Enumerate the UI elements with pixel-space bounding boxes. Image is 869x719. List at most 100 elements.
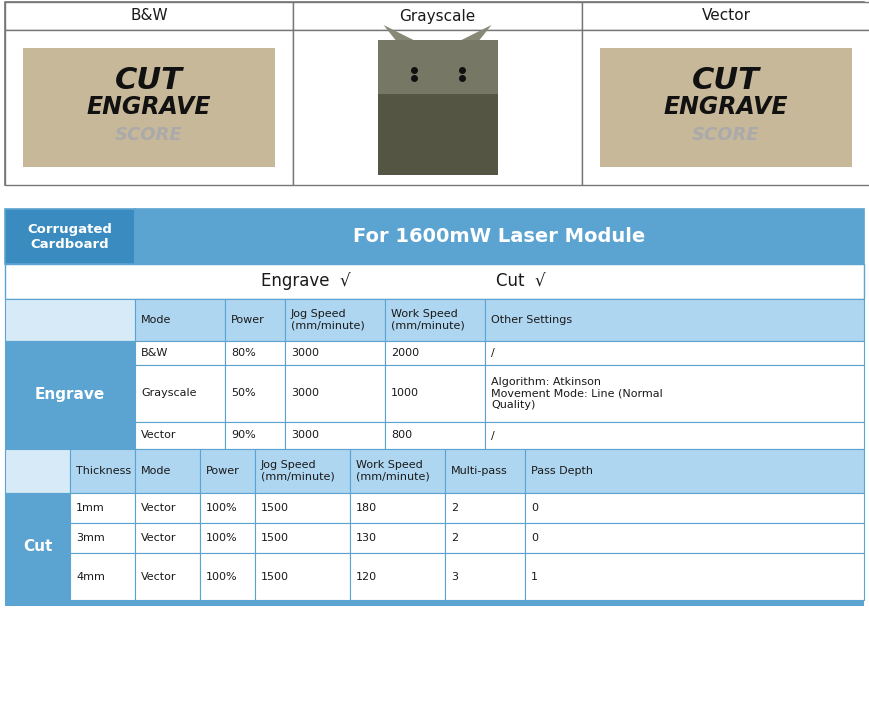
Text: 2000: 2000 <box>391 348 419 358</box>
Bar <box>293 2 582 30</box>
Text: Power: Power <box>206 466 240 476</box>
Bar <box>5 449 70 493</box>
Bar <box>225 365 285 422</box>
Bar <box>582 2 869 30</box>
Bar <box>200 449 255 493</box>
Text: B&W: B&W <box>130 9 168 24</box>
Text: ENGRAVE: ENGRAVE <box>87 96 211 119</box>
Bar <box>225 341 285 365</box>
Text: 1mm: 1mm <box>76 503 105 513</box>
Text: 3mm: 3mm <box>76 533 105 543</box>
Text: B&W: B&W <box>141 348 169 358</box>
Text: Multi-pass: Multi-pass <box>451 466 507 476</box>
Bar <box>255 523 350 553</box>
Bar <box>5 341 135 449</box>
Bar <box>200 493 255 523</box>
Text: 4mm: 4mm <box>76 572 105 582</box>
Text: 800: 800 <box>391 431 412 441</box>
Text: Grayscale: Grayscale <box>400 9 475 24</box>
Bar <box>255 493 350 523</box>
Bar <box>5 264 864 299</box>
Text: Cut  √: Cut √ <box>495 273 545 290</box>
Text: 180: 180 <box>356 503 377 513</box>
Text: Vector: Vector <box>141 431 176 441</box>
Bar <box>70 493 135 523</box>
Text: 0: 0 <box>531 533 538 543</box>
Bar <box>5 30 293 185</box>
Text: /: / <box>491 348 494 358</box>
Text: Mode: Mode <box>141 315 171 325</box>
Text: 2: 2 <box>451 533 458 543</box>
Bar <box>445 553 525 600</box>
Bar <box>485 341 864 365</box>
Bar <box>5 493 70 600</box>
Text: 3: 3 <box>451 572 458 582</box>
Text: Grayscale: Grayscale <box>141 388 196 398</box>
Text: CUT: CUT <box>115 65 183 95</box>
Bar <box>377 94 497 175</box>
Bar <box>525 449 864 493</box>
Text: Work Speed
(mm/minute): Work Speed (mm/minute) <box>356 460 430 482</box>
Text: Jog Speed
(mm/minute): Jog Speed (mm/minute) <box>261 460 335 482</box>
Bar <box>385 422 485 449</box>
Bar <box>350 553 445 600</box>
Bar <box>135 422 225 449</box>
Bar <box>293 30 582 185</box>
Text: 1500: 1500 <box>261 503 289 513</box>
Bar <box>285 422 385 449</box>
Text: SCORE: SCORE <box>693 126 760 144</box>
Text: For 1600mW Laser Module: For 1600mW Laser Module <box>354 227 646 246</box>
Bar <box>200 523 255 553</box>
Text: 1: 1 <box>531 572 538 582</box>
Text: 3000: 3000 <box>291 348 319 358</box>
Bar <box>135 553 200 600</box>
Text: Vector: Vector <box>141 503 176 513</box>
Bar <box>70 553 135 600</box>
Bar <box>385 299 485 341</box>
Text: Vector: Vector <box>141 533 176 543</box>
Bar <box>135 523 200 553</box>
Text: 100%: 100% <box>206 572 237 582</box>
Text: Engrave  √: Engrave √ <box>261 273 350 290</box>
Text: 1500: 1500 <box>261 533 289 543</box>
Bar <box>385 341 485 365</box>
Text: 130: 130 <box>356 533 377 543</box>
Text: Mode: Mode <box>141 466 171 476</box>
Bar <box>135 341 225 365</box>
Text: Power: Power <box>231 315 265 325</box>
Bar <box>350 449 445 493</box>
Bar <box>285 341 385 365</box>
Bar <box>582 30 869 185</box>
Bar <box>135 299 225 341</box>
Text: Corrugated
Cardboard: Corrugated Cardboard <box>28 222 112 250</box>
Bar <box>255 449 350 493</box>
Bar <box>445 449 525 493</box>
Bar <box>525 523 864 553</box>
Bar <box>377 40 497 175</box>
Bar <box>70 449 135 493</box>
Bar <box>70 523 135 553</box>
Bar <box>485 365 864 422</box>
Text: Jog Speed
(mm/minute): Jog Speed (mm/minute) <box>291 309 365 331</box>
Text: Work Speed
(mm/minute): Work Speed (mm/minute) <box>391 309 465 331</box>
Text: Cut: Cut <box>23 539 52 554</box>
Text: 1000: 1000 <box>391 388 419 398</box>
Bar <box>23 48 275 167</box>
Text: 2: 2 <box>451 503 458 513</box>
Bar <box>5 299 135 341</box>
Polygon shape <box>461 25 492 40</box>
Bar <box>135 209 864 264</box>
Bar <box>350 523 445 553</box>
Text: 120: 120 <box>356 572 377 582</box>
Polygon shape <box>383 25 414 40</box>
Bar <box>200 553 255 600</box>
Bar <box>5 2 293 30</box>
Bar <box>377 40 497 94</box>
Text: Vector: Vector <box>701 9 751 24</box>
Bar <box>600 48 852 167</box>
Bar <box>135 493 200 523</box>
Text: 0: 0 <box>531 503 538 513</box>
Bar <box>135 365 225 422</box>
Text: 1500: 1500 <box>261 572 289 582</box>
Text: Vector: Vector <box>141 572 176 582</box>
